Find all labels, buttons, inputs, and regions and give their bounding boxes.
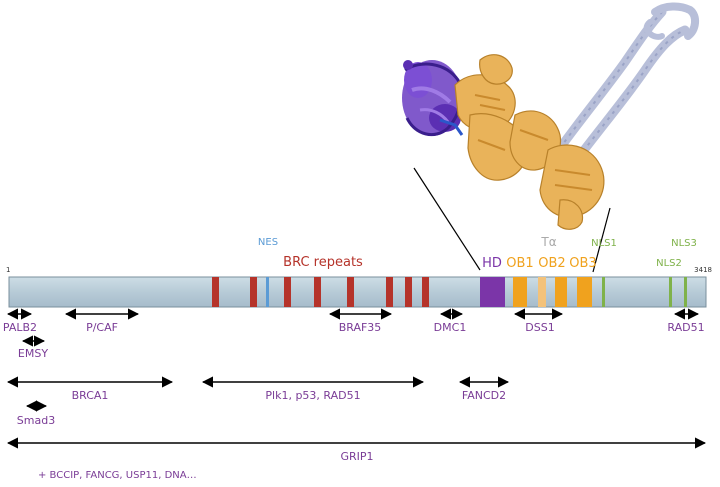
ob1-box [513, 277, 527, 307]
brc1 [212, 277, 219, 307]
rad51-label: RAD51 [667, 321, 704, 334]
brc-repeat-boxes [212, 277, 429, 307]
other-partners-label: + BCCIP, FANCG, USP11, DNA… [38, 470, 197, 481]
hd-label: HD [482, 256, 502, 271]
brc6 [386, 277, 393, 307]
ob3-label: OB3 [569, 256, 596, 271]
braf35-label: BRAF35 [339, 321, 382, 334]
protein-bar [8, 276, 707, 308]
nls3-box [684, 277, 687, 307]
nls2-box [669, 277, 672, 307]
ob1-label: OB1 [506, 256, 533, 271]
nls1-box [602, 277, 605, 307]
start-coordinate: 1 [6, 266, 10, 274]
fancd2-label: FANCD2 [462, 389, 506, 402]
brc4 [314, 277, 321, 307]
end-coordinate: 3418 [694, 266, 712, 274]
brc8 [422, 277, 429, 307]
crystal-structure-image [402, 2, 699, 273]
brca1-label: BRCA1 [72, 389, 109, 402]
brc3 [284, 277, 291, 307]
smad3-label: Smad3 [17, 414, 55, 427]
palb2-label: PALB2 [3, 321, 37, 334]
nes-box [266, 277, 269, 307]
nls3-label: NLS3 [671, 238, 697, 249]
nes-label: NES [258, 237, 278, 248]
grip1-label: GRIP1 [340, 450, 373, 463]
plk1-label: Plk1, p53, RAD51 [265, 389, 360, 402]
brc-repeats-label: BRC repeats [283, 255, 363, 270]
ob3-box [577, 277, 592, 307]
dmc1-label: DMC1 [434, 321, 467, 334]
nls2-label: NLS2 [656, 258, 682, 269]
hd-box [480, 277, 505, 307]
dss1-label: DSS1 [525, 321, 554, 334]
nls1-label: NLS1 [591, 238, 617, 249]
emsy-label: EMSY [18, 347, 48, 360]
ob2-box [555, 277, 567, 307]
brc7 [405, 277, 412, 307]
talpha-label: Tα [540, 235, 556, 249]
ob2-label: OB2 [538, 256, 565, 271]
brc2 [250, 277, 257, 307]
pcaf-label: P/CAF [86, 321, 118, 334]
brc5 [347, 277, 354, 307]
talpha-box [538, 277, 546, 307]
